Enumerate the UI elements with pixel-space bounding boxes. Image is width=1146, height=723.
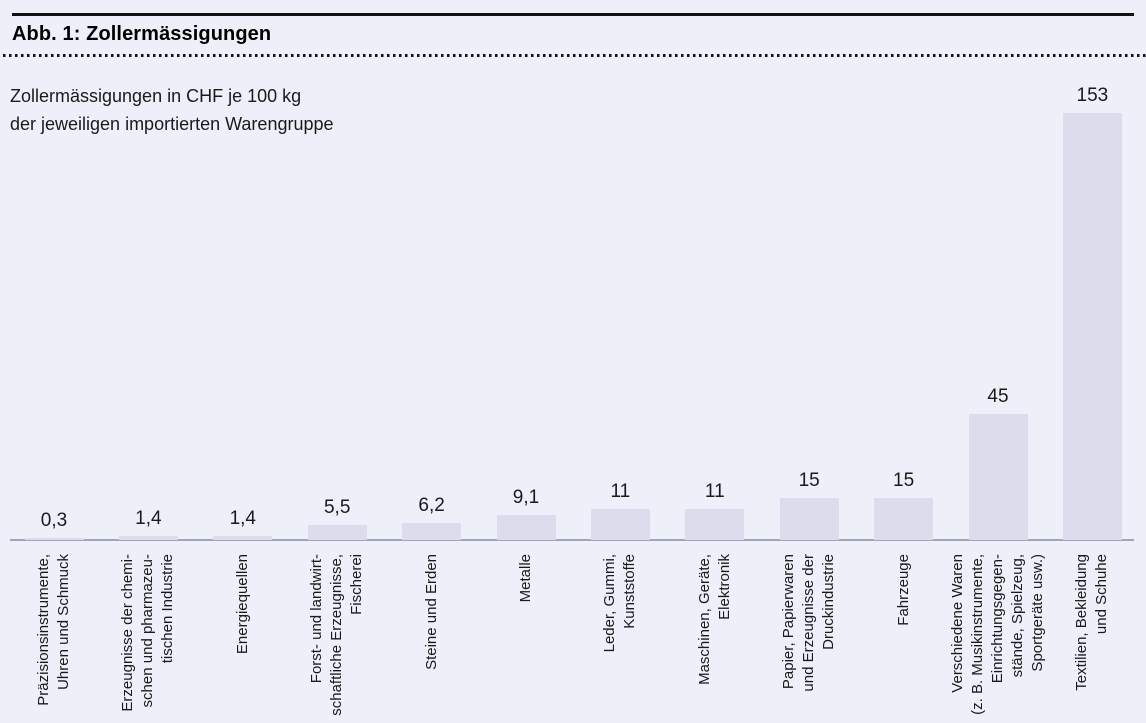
x-axis-label-line: Textilien, Bekleidung: [1073, 554, 1091, 691]
x-axis-label: Präzisionsinstrumente, Uhren und Schmuck: [34, 554, 74, 723]
bar-value-label: 153: [1076, 85, 1109, 107]
figure-title: Abb. 1: Zollermässigungen: [12, 23, 272, 45]
x-axis-label: Verschiedene Waren (z. B. Musikinstrument…: [948, 554, 1048, 723]
x-axis-label-line: schaftliche Erzeugnisse,: [328, 554, 346, 716]
x-axis-label-line: Fischerei: [348, 554, 366, 615]
x-axis-label-line: stände, Spielzeug,: [1009, 554, 1026, 678]
x-axis-label-line: Metalle: [517, 554, 534, 603]
x-axis-line: [10, 539, 1134, 541]
x-axis-label-line: (z. B. Musikinstrumente,: [969, 554, 986, 715]
x-axis-label: Maschinen, Geräte, Elektronik: [695, 554, 735, 723]
chart-subtitle-line-1: Zollermässigungen in CHF je 100 kg: [10, 86, 302, 106]
bar: [24, 537, 84, 540]
bar-value-label: 9,1: [512, 486, 540, 508]
x-axis-label: Forst- und landwirt-schaftliche Erzeugni…: [307, 554, 367, 723]
x-axis-label: Papier, Papierwaren und Erzeugnisse der Dr…: [779, 554, 839, 723]
bar-value-label: 1,4: [135, 508, 162, 530]
x-axis-label-line: Leder, Gummi,: [601, 554, 619, 653]
x-axis-label-line: und Erzeugnisse der: [800, 554, 818, 692]
bar: [402, 522, 462, 540]
x-axis-label-line: Kunststoffe: [621, 554, 639, 629]
bar: [1062, 113, 1122, 540]
bar: [968, 414, 1028, 540]
x-axis-label-line: Steine und Erden: [422, 554, 440, 670]
chart-subtitle-line-2: der jeweiligen importierten Warengruppe: [10, 114, 334, 134]
x-axis-label-line: Fahrzeuge: [894, 554, 912, 626]
bar: [779, 498, 839, 540]
x-axis-label: Textilien, Bekleidung und Schuhe: [1072, 554, 1112, 723]
x-axis-label-line: Erzeugnisse der chemi-: [119, 554, 137, 712]
x-axis-label-line: Präzisionsinstrumente,: [35, 554, 52, 706]
bar: [590, 509, 650, 540]
x-axis-label-line: Forst- und landwirt-: [308, 554, 326, 684]
x-axis-label: Energiequellen: [233, 554, 253, 723]
top-rule: [12, 13, 1134, 16]
x-axis-label-line: Verschiedene Waren: [949, 554, 966, 693]
bar-value-label: 1,4: [229, 508, 256, 530]
bar: [685, 509, 745, 540]
bar-value-label: 45: [987, 386, 1009, 408]
x-axis-label-line: Einrichtungsgegen-: [989, 554, 1006, 684]
x-axis-label-line: Papier, Papierwaren: [780, 554, 798, 690]
bar: [118, 536, 178, 540]
x-axis-label: Erzeugnisse der chemi-schen und pharmaze…: [118, 554, 178, 723]
bar: [496, 514, 556, 540]
x-axis-label-line: Energiequellen: [233, 554, 251, 655]
bar-value-label: 11: [610, 481, 631, 503]
x-axis-label-line: und Schuhe: [1093, 554, 1111, 635]
bar: [874, 498, 934, 540]
bar: [213, 536, 273, 540]
bar-value-label: 0,3: [40, 509, 68, 531]
x-axis-label: Metalle: [516, 554, 536, 723]
bar-value-label: 15: [798, 470, 820, 492]
x-axis-label-line: Sportgeräte usw.): [1029, 554, 1046, 672]
bar-value-label: 11: [704, 481, 725, 503]
x-axis-label-line: Druckindustrie: [820, 554, 838, 650]
x-axis-label-line: schen und pharmazeu-: [139, 554, 157, 708]
bar: [307, 524, 367, 540]
x-axis-label-line: Uhren und Schmuck: [55, 554, 72, 690]
x-axis-label-line: Maschinen, Geräte,: [695, 554, 713, 685]
dotted-rule: [3, 54, 1146, 57]
x-axis-label: Steine und Erden: [422, 554, 442, 723]
bar-value-label: 5,5: [323, 496, 351, 518]
x-axis-label: Leder, Gummi, Kunststoffe: [600, 554, 640, 723]
x-axis-label: Fahrzeuge: [894, 554, 914, 723]
x-axis-label-line: Elektronik: [715, 554, 733, 620]
chart-subtitle: Zollermässigungen in CHF je 100 kg der j…: [10, 82, 334, 138]
bar-value-label: 15: [893, 470, 915, 492]
bar-value-label: 6,2: [418, 494, 445, 516]
x-axis-label-line: tischen Industrie: [159, 554, 177, 664]
